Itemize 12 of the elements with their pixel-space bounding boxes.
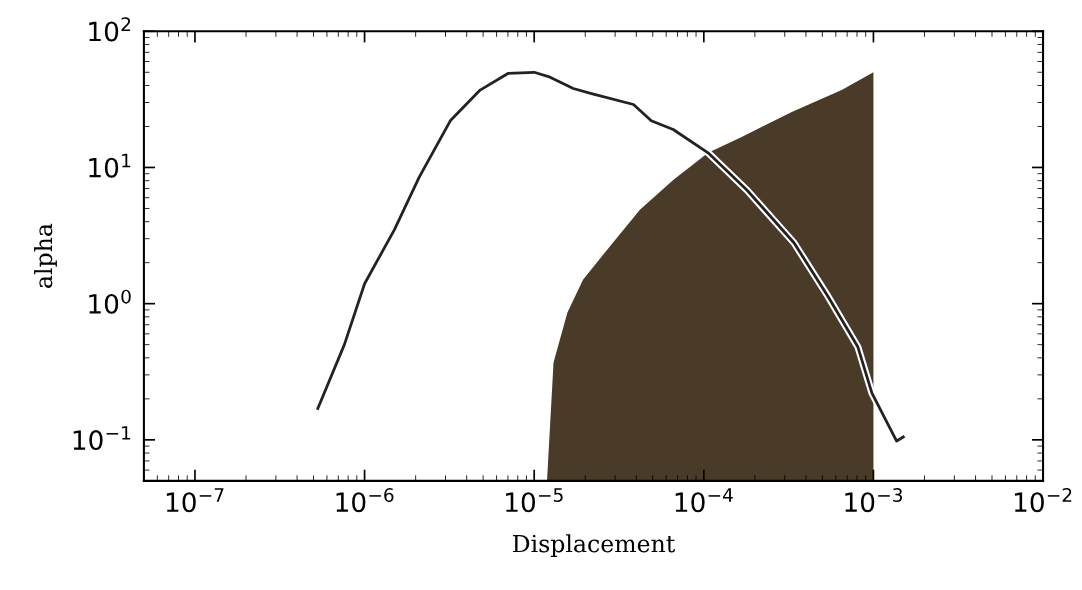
x-tick-label: 10$^{−4}$ bbox=[675, 488, 733, 513]
y-axis-title: alpha bbox=[34, 223, 57, 288]
x-tick-label: 10$^{−2}$ bbox=[1014, 488, 1072, 513]
x-axis-title: Displacement bbox=[512, 534, 676, 558]
x-tick-label: 10$^{−3}$ bbox=[845, 488, 903, 513]
x-tick-label: 10$^{−6}$ bbox=[336, 488, 394, 513]
y-tick-label: 10$^{0}$ bbox=[89, 289, 131, 314]
y-tick-label: 10$^{2}$ bbox=[89, 17, 131, 42]
x-tick-label: 10$^{−5}$ bbox=[506, 488, 563, 513]
y-tick-label: 10$^{−1}$ bbox=[73, 426, 131, 451]
y-tick-label: 10$^{1}$ bbox=[89, 153, 131, 178]
x-tick-label: 10$^{−7}$ bbox=[166, 488, 224, 513]
